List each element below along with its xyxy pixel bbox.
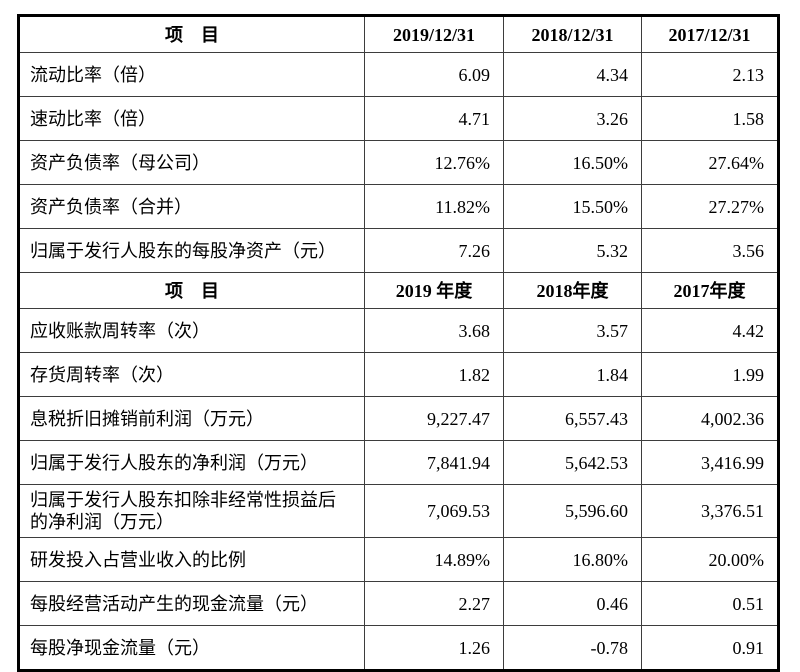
row-label: 资产负债率（母公司） <box>18 140 365 185</box>
row-value-2019: 2.27 <box>364 581 504 626</box>
row-value-2017: 3.56 <box>641 228 779 273</box>
row-label: 每股经营活动产生的现金流量（元） <box>18 581 365 626</box>
row-value-2018: 15.50% <box>503 184 642 229</box>
section2-item-header: 项 目 <box>18 272 365 309</box>
financial-indicators-table: 项 目 2019/12/31 2018/12/31 2017/12/31 流动比… <box>17 14 780 672</box>
row-value-2019: 7.26 <box>364 228 504 273</box>
table-row-net-assets-per-share: 归属于发行人股东的每股净资产（元） 7.26 5.32 3.56 <box>18 228 779 273</box>
table-row-rd-expense-ratio: 研发投入占营业收入的比例 14.89% 16.80% 20.00% <box>18 537 779 582</box>
row-value-2019: 7,841.94 <box>364 440 504 485</box>
row-value-2019: 7,069.53 <box>364 484 504 538</box>
row-value-2017: 27.27% <box>641 184 779 229</box>
row-value-2019: 6.09 <box>364 52 504 97</box>
table-row-inventory-turnover: 存货周转率（次） 1.82 1.84 1.99 <box>18 352 779 397</box>
row-value-2019: 3.68 <box>364 308 504 353</box>
row-value-2018: 1.84 <box>503 352 642 397</box>
row-label: 存货周转率（次） <box>18 352 365 397</box>
row-value-2018: 4.34 <box>503 52 642 97</box>
table-row-ebitda: 息税折旧摊销前利润（万元） 9,227.47 6,557.43 4,002.36 <box>18 396 779 441</box>
row-value-2018: 3.57 <box>503 308 642 353</box>
row-value-2019: 11.82% <box>364 184 504 229</box>
row-value-2019: 9,227.47 <box>364 396 504 441</box>
row-label: 研发投入占营业收入的比例 <box>18 537 365 582</box>
row-value-2017: 0.51 <box>641 581 779 626</box>
row-value-2017: 27.64% <box>641 140 779 185</box>
row-value-2017: 4,002.36 <box>641 396 779 441</box>
row-value-2018: -0.78 <box>503 625 642 671</box>
row-value-2018: 3.26 <box>503 96 642 141</box>
table-row-operating-cashflow-per-share: 每股经营活动产生的现金流量（元） 2.27 0.46 0.51 <box>18 581 779 626</box>
row-value-2017: 2.13 <box>641 52 779 97</box>
row-value-2019: 4.71 <box>364 96 504 141</box>
row-value-2018: 6,557.43 <box>503 396 642 441</box>
section2-col-2017: 2017年度 <box>641 272 779 309</box>
row-value-2017: 1.99 <box>641 352 779 397</box>
section2-col-2018: 2018年度 <box>503 272 642 309</box>
section1-item-header: 项 目 <box>18 15 365 53</box>
table-row-quick-ratio: 速动比率（倍） 4.71 3.26 1.58 <box>18 96 779 141</box>
row-value-2017: 3,416.99 <box>641 440 779 485</box>
section2-header-row: 项 目 2019 年度 2018年度 2017年度 <box>18 272 779 309</box>
section1-col-2019: 2019/12/31 <box>364 15 504 53</box>
row-label: 速动比率（倍） <box>18 96 365 141</box>
row-label: 流动比率（倍） <box>18 52 365 97</box>
row-value-2019: 14.89% <box>364 537 504 582</box>
table-row-net-cashflow-per-share: 每股净现金流量（元） 1.26 -0.78 0.91 <box>18 625 779 671</box>
row-value-2017: 0.91 <box>641 625 779 671</box>
table-row-debt-ratio-consolidated: 资产负债率（合并） 11.82% 15.50% 27.27% <box>18 184 779 229</box>
row-value-2017: 3,376.51 <box>641 484 779 538</box>
row-value-2017: 1.58 <box>641 96 779 141</box>
row-label: 归属于发行人股东扣除非经常性损益后的净利润（万元） <box>18 484 365 538</box>
row-value-2017: 20.00% <box>641 537 779 582</box>
table-row-net-profit-attributable: 归属于发行人股东的净利润（万元） 7,841.94 5,642.53 3,416… <box>18 440 779 485</box>
section1-col-2018: 2018/12/31 <box>503 15 642 53</box>
row-label: 归属于发行人股东的净利润（万元） <box>18 440 365 485</box>
row-value-2018: 5.32 <box>503 228 642 273</box>
row-value-2018: 5,642.53 <box>503 440 642 485</box>
section2-col-2019: 2019 年度 <box>364 272 504 309</box>
row-label: 应收账款周转率（次） <box>18 308 365 353</box>
row-value-2018: 5,596.60 <box>503 484 642 538</box>
row-label: 归属于发行人股东的每股净资产（元） <box>18 228 365 273</box>
row-value-2018: 16.80% <box>503 537 642 582</box>
row-value-2018: 0.46 <box>503 581 642 626</box>
row-value-2019: 1.26 <box>364 625 504 671</box>
table-row-net-profit-excl-nonrecurring: 归属于发行人股东扣除非经常性损益后的净利润（万元） 7,069.53 5,596… <box>18 484 779 538</box>
row-label: 息税折旧摊销前利润（万元） <box>18 396 365 441</box>
table-row-receivables-turnover: 应收账款周转率（次） 3.68 3.57 4.42 <box>18 308 779 353</box>
row-value-2018: 16.50% <box>503 140 642 185</box>
row-label: 每股净现金流量（元） <box>18 625 365 671</box>
section1-header-row: 项 目 2019/12/31 2018/12/31 2017/12/31 <box>18 15 779 53</box>
table-row-debt-ratio-parent: 资产负债率（母公司） 12.76% 16.50% 27.64% <box>18 140 779 185</box>
row-value-2019: 12.76% <box>364 140 504 185</box>
document-page: 项 目 2019/12/31 2018/12/31 2017/12/31 流动比… <box>17 14 780 672</box>
row-label: 资产负债率（合并） <box>18 184 365 229</box>
row-value-2017: 4.42 <box>641 308 779 353</box>
table-row-current-ratio: 流动比率（倍） 6.09 4.34 2.13 <box>18 52 779 97</box>
section1-col-2017: 2017/12/31 <box>641 15 779 53</box>
row-value-2019: 1.82 <box>364 352 504 397</box>
